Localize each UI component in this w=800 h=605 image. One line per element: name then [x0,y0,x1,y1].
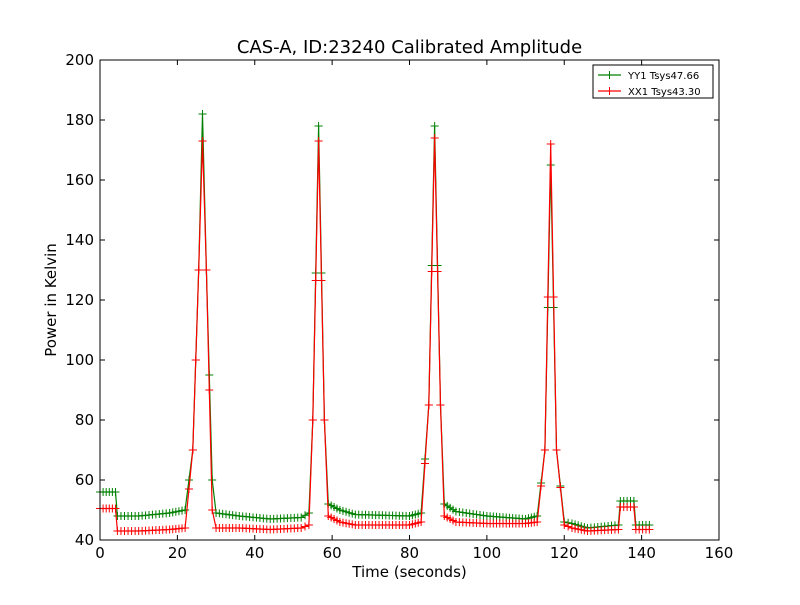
data-point-marker [564,522,573,531]
y-tick-label: 40 [75,531,94,549]
ticks-layer: 0 20 40 60 80 100 120 140 160 40 60 80 100 120 140 160 1… [65,51,733,562]
legend-label: YY1 Tsys47.66 [627,71,699,82]
data-point-marker [208,506,217,514]
y-tick-label: 80 [75,411,94,429]
data-point-marker [181,506,190,514]
data-point-marker [188,446,197,454]
x-tick-label: 60 [323,544,342,562]
data-point-marker [645,525,654,534]
data-point-marker [198,137,207,145]
data-point-marker [540,446,549,454]
data-point-marker [546,140,555,148]
y-tick-label: 180 [65,111,94,129]
data-point-marker [552,446,561,454]
data-point-marker [111,488,120,496]
legend-marker-swatch [605,71,614,79]
y-axis-title: Power in Kelvin [42,243,60,357]
data-point-marker [297,524,306,532]
data-point-marker [181,524,190,532]
x-tick-label: 80 [400,544,419,562]
data-point-marker [549,293,558,301]
series-layer [96,110,654,535]
y-tick-label: 200 [65,51,94,69]
legend-label: XX1 Tsys43.30 [628,87,701,98]
data-point-marker [560,521,569,529]
data-point-marker [533,518,542,526]
data-point-marker [208,476,217,484]
data-point-marker [614,525,623,534]
data-point-marker [436,401,445,409]
data-point-marker [314,122,323,130]
x-tick-label: 100 [473,544,502,562]
legend-box [592,64,714,99]
x-tick-label: 120 [550,544,579,562]
data-point-marker [205,386,214,394]
data-point-marker [198,110,207,118]
y-tick-label: 120 [65,291,94,309]
legend-marker-swatch [605,87,614,95]
data-point-marker [417,518,426,526]
x-axis-title: Time (seconds) [351,563,467,581]
data-point-marker [320,416,329,424]
data-point-marker [317,276,326,285]
y-tick-label: 140 [65,231,94,249]
data-point-marker [430,134,439,142]
data-point-marker [314,137,323,145]
y-tick-label: 60 [75,471,94,489]
legend-item: XX1 Tsys43.30 [598,87,701,98]
data-point-marker [629,503,638,511]
data-point-marker [420,459,429,468]
data-point-marker [191,356,200,364]
y-tick-label: 100 [65,351,94,369]
data-point-marker [202,266,211,274]
data-point-marker [537,482,546,490]
data-point-marker [430,122,439,130]
legend-item: YY1 Tsys47.66 [598,71,699,82]
x-tick-label: 20 [168,544,187,562]
data-point-marker [301,522,310,531]
data-point-marker [184,485,193,493]
data-point-marker [424,401,433,409]
data-point-marker [556,483,565,492]
chart-title: CAS-A, ID:23240 Calibrated Amplitude [237,37,582,58]
data-point-marker [194,266,203,274]
series-1 [96,134,654,535]
legend: YY1 Tsys47.66 XX1 Tsys43.30 [592,64,714,99]
y-tick-label: 160 [65,171,94,189]
x-tick-label: 160 [705,544,734,562]
data-point-marker [308,416,317,424]
data-point-marker [304,521,313,529]
x-tick-label: 0 [95,544,105,562]
x-tick-label: 140 [627,544,656,562]
data-point-marker [433,267,442,276]
x-tick-label: 40 [245,544,264,562]
data-point-marker [111,504,120,513]
